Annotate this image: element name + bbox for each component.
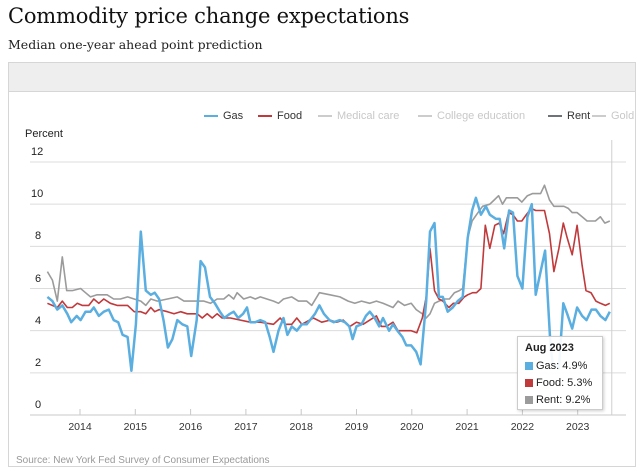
y-tick-label: 12 [31,146,44,158]
legend-item-college-education[interactable]: College education [418,110,525,122]
tooltip-row-food: Food: 5.3% [525,374,595,391]
rent-swatch [525,395,533,404]
legend-label: College education [437,110,526,122]
x-tick-label: 2017 [234,421,258,433]
y-tick-label: 6 [35,272,42,285]
x-tick-label: 2018 [289,421,313,433]
legend-item-gold[interactable]: Gold [592,110,634,122]
legend-label: Rent [567,110,591,122]
gas-swatch [525,361,533,370]
x-tick-label: 2016 [178,421,203,433]
legend-swatch [258,115,272,117]
legend-item-medical-care[interactable]: Medical care [318,110,399,122]
legend-swatch [592,115,606,117]
legend-item-rent[interactable]: Rent [548,110,590,122]
tooltip-value: Rent: 9.2% [536,393,591,406]
food-swatch [525,378,533,387]
tooltip-row-rent: Rent: 9.2% [525,391,595,408]
legend-label: Gas [223,110,244,122]
y-axis-label: Percent [25,128,63,140]
y-tick-label: 8 [35,230,42,243]
chart-legend: Gas Food Medical care College education … [0,110,634,124]
y-tick-label: 0 [35,399,42,411]
x-tick-label: 2015 [123,421,147,433]
page-subtitle: Median one-year ahead point prediction [8,37,263,52]
legend-swatch [548,115,562,117]
legend-label: Food [277,110,303,122]
tooltip-title: Aug 2023 [525,342,574,354]
y-tick-label: 10 [31,188,44,201]
x-tick-label: 2023 [566,421,590,433]
tooltip-value: Food: 5.3% [536,376,593,389]
source-note: Source: New York Fed Survey of Consumer … [16,455,270,466]
x-tick-label: 2022 [510,421,535,433]
x-tick-label: 2014 [68,421,92,433]
page-title: Commodity price change expectations [8,4,410,28]
chart-panel [8,62,636,467]
tooltip-row-gas: Gas: 4.9% [525,357,595,374]
legend-item-gas[interactable]: Gas [204,110,243,122]
y-tick-label: 2 [35,356,42,369]
x-tick-label: 2021 [455,421,479,433]
series-line-gas [46,196,611,372]
series-line-rent [46,184,611,319]
legend-label: Gold [611,110,635,122]
legend-item-food[interactable]: Food [258,110,302,122]
tooltip-value: Gas: 4.9% [536,359,588,372]
series-line-food [47,207,611,334]
x-tick-label: 2020 [400,421,424,433]
y-tick-label: 4 [35,314,42,327]
legend-swatch [204,115,218,117]
chart-panel-header [9,63,635,92]
legend-swatch [418,115,432,117]
x-tick-label: 2019 [344,421,369,433]
chart-tooltip: Aug 2023 Gas: 4.9% Food: 5.3% Rent: 9.2% [517,336,603,410]
legend-label: Medical care [337,110,400,122]
legend-swatch [318,115,332,117]
